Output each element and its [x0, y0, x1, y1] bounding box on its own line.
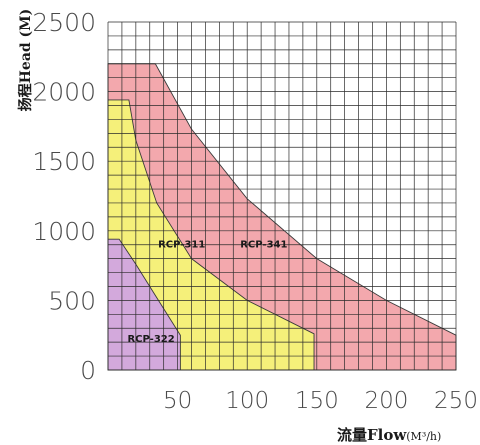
y-axis-label: 扬程Head (M) — [17, 9, 34, 112]
y-tick-label: 1500 — [32, 147, 96, 176]
x-tick-label: 50 — [163, 388, 192, 414]
grid-layer — [107, 21, 457, 371]
region-label-rcp-341: RCP-341 — [240, 240, 287, 251]
x-axis-unit: (M³/h) — [406, 430, 441, 443]
ticks-layer: 0 500 1000 1500 2000 2500 50 100 150 200 250 — [32, 8, 478, 414]
y-tick-label: 2000 — [32, 78, 96, 107]
x-tick-label: 100 — [225, 388, 269, 414]
y-tick-label: 2500 — [32, 8, 96, 37]
region-label-rcp-311: RCP-311 — [158, 240, 205, 251]
region-labels-layer: RCP-341 RCP-311 RCP-322 — [127, 240, 287, 346]
y-tick-label: 1000 — [32, 217, 96, 246]
x-tick-label: 150 — [295, 388, 339, 414]
y-tick-label: 500 — [48, 286, 96, 315]
x-tick-label: 250 — [434, 388, 478, 414]
x-tick-label: 200 — [364, 388, 408, 414]
region-label-rcp-322: RCP-322 — [127, 334, 174, 345]
x-axis-label: 流量Flow(M³/h) — [337, 426, 441, 444]
y-tick-label: 0 — [80, 356, 96, 385]
regions-layer — [107, 63, 457, 371]
